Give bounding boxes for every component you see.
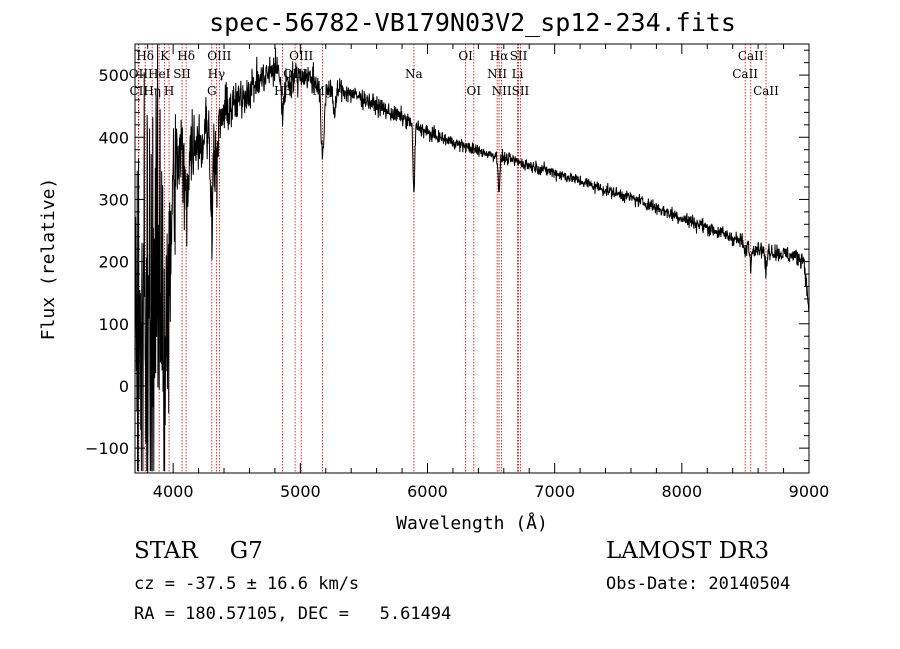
- line-label-k: K: [160, 49, 170, 63]
- line-label-sii: SII: [510, 49, 528, 63]
- line-label-hδ: Hδ: [136, 49, 154, 63]
- chart-title: spec-56782-VB179N03V2_sp12-234.fits: [209, 8, 736, 37]
- line-label-oiii: OIII: [289, 49, 313, 63]
- y-axis-ticks: −100 0 100 200 300 400 500: [85, 49, 809, 462]
- line-label-hδ: Hδ: [177, 49, 195, 63]
- line-label-nii: NII: [487, 67, 507, 81]
- x-tick-label: 6000: [407, 482, 448, 501]
- object-classification: STAR G7: [134, 538, 263, 564]
- line-label-h: H: [164, 84, 174, 98]
- x-tick-label: 5000: [280, 482, 321, 501]
- y-tick-label: 300: [98, 190, 129, 209]
- line-label-g: G: [207, 84, 217, 98]
- line-label-oiii: OIII: [207, 49, 231, 63]
- line-label-oi: OI: [458, 49, 473, 63]
- observation-date: Obs-Date: 20140504: [606, 574, 791, 594]
- y-tick-label: 200: [98, 253, 129, 272]
- y-tick-label: 500: [98, 66, 129, 85]
- line-label-sii: SII: [173, 67, 191, 81]
- y-tick-label: 100: [98, 315, 129, 334]
- y-tick-label: 400: [98, 128, 129, 147]
- y-axis-label: Flux (relative): [38, 178, 59, 341]
- x-tick-label: 7000: [534, 482, 575, 501]
- line-label-caii: CaII: [753, 84, 779, 98]
- spectrum-series-line: [134, 44, 810, 472]
- line-label-nii: NII: [492, 84, 512, 98]
- x-tick-label: 4000: [153, 482, 194, 501]
- line-label-caii: CaII: [738, 49, 764, 63]
- x-axis-ticks: 4000 5000 6000 7000 8000 9000: [147, 44, 830, 501]
- line-label-hei: HeI: [148, 67, 171, 81]
- line-label-hβ: Hβ: [274, 84, 291, 98]
- x-tick-label: 8000: [661, 482, 702, 501]
- y-tick-label: −100: [85, 439, 129, 458]
- x-tick-label: 9000: [789, 482, 830, 501]
- line-label-hγ: Hγ: [208, 67, 226, 81]
- line-label-caii: CaII: [732, 67, 758, 81]
- spectral-line-markers: [138, 44, 767, 473]
- redshift-readout: cz = -37.5 ± 16.6 km/s: [134, 574, 360, 594]
- line-label-sii: SII: [512, 84, 530, 98]
- y-tick-label: 0: [119, 377, 129, 396]
- line-label-li: Li: [512, 67, 524, 81]
- line-label-oi: OI: [466, 84, 481, 98]
- line-label-na: Na: [405, 67, 423, 81]
- line-label-oii: OII: [129, 67, 149, 81]
- line-label-hα: Hα: [490, 49, 509, 63]
- plot-frame: [134, 43, 810, 474]
- object-class: STAR: [134, 538, 198, 564]
- sky-coordinates: RA = 180.57105, DEC = 5.61494: [134, 604, 452, 624]
- line-label-hη: Hη: [143, 84, 161, 98]
- x-axis-label: Wavelength (Å): [396, 512, 548, 534]
- survey-name: LAMOST DR3: [606, 538, 770, 564]
- object-subclass: G7: [229, 538, 263, 564]
